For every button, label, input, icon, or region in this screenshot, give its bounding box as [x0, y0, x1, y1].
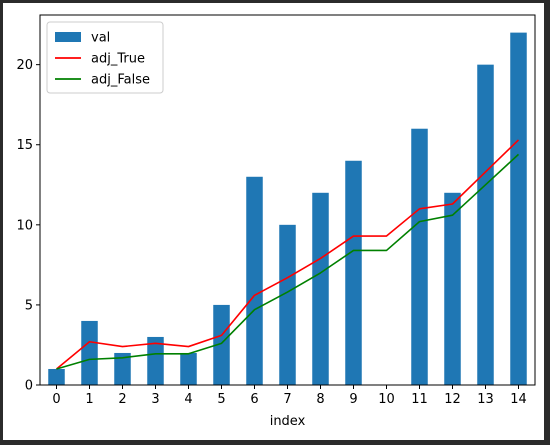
- x-axis-label: index: [270, 414, 306, 429]
- y-tick-label: 5: [25, 298, 33, 313]
- y-tick-label: 20: [16, 58, 33, 73]
- bar-val-9: [345, 160, 362, 385]
- x-tick-label: 7: [283, 392, 291, 407]
- legend-label-val: val: [91, 31, 110, 46]
- bars-layer: [48, 32, 527, 385]
- legend: val adj_True adj_False: [46, 21, 164, 94]
- line-adj_False: [56, 153, 520, 370]
- x-tick-label: 0: [52, 392, 60, 407]
- x-tick-label: 10: [378, 392, 395, 407]
- bar-val-8: [312, 192, 329, 385]
- x-tick-label: 5: [217, 392, 225, 407]
- y-ticks: 0 5 10 15 20: [16, 58, 40, 394]
- x-tick-label: 6: [250, 392, 258, 407]
- chart-figure: 0 1 2 3 4 5 6 7 8 9 10 11 12 13 14 0 5 10 15 20 index val a…: [3, 3, 544, 440]
- x-tick-label: 1: [85, 392, 93, 407]
- legend-swatch-val: [55, 32, 81, 42]
- legend-label-adj_True: adj_True: [91, 52, 145, 67]
- x-ticks: 0 1 2 3 4 5 6 7 8 9 10 11 12 13 14: [52, 385, 527, 407]
- x-tick-label: 14: [510, 392, 527, 407]
- y-tick-label: 10: [16, 218, 33, 233]
- x-tick-label: 11: [411, 392, 428, 407]
- x-tick-label: 8: [316, 392, 324, 407]
- bar-val-3: [147, 336, 164, 385]
- lines-layer: [55, 139, 520, 370]
- bar-val-12: [444, 192, 461, 385]
- bar-val-0: [48, 368, 65, 385]
- bar-val-11: [411, 128, 428, 385]
- y-tick-label: 0: [25, 379, 33, 394]
- bar-val-2: [114, 352, 131, 385]
- legend-label-adj_False: adj_False: [91, 73, 150, 88]
- y-tick-label: 15: [16, 138, 33, 153]
- x-tick-label: 4: [184, 392, 192, 407]
- bar-val-14: [510, 32, 527, 385]
- x-tick-label: 3: [151, 392, 159, 407]
- x-tick-label: 13: [477, 392, 494, 407]
- bar-val-1: [81, 320, 98, 385]
- bar-val-4: [180, 352, 197, 385]
- x-tick-label: 2: [118, 392, 126, 407]
- bar-val-13: [477, 64, 494, 385]
- line-adj_True: [55, 139, 520, 370]
- bar-val-6: [246, 176, 263, 385]
- bar-val-5: [213, 304, 230, 385]
- bar-val-7: [279, 224, 296, 385]
- x-tick-label: 9: [349, 392, 357, 407]
- x-tick-label: 12: [444, 392, 461, 407]
